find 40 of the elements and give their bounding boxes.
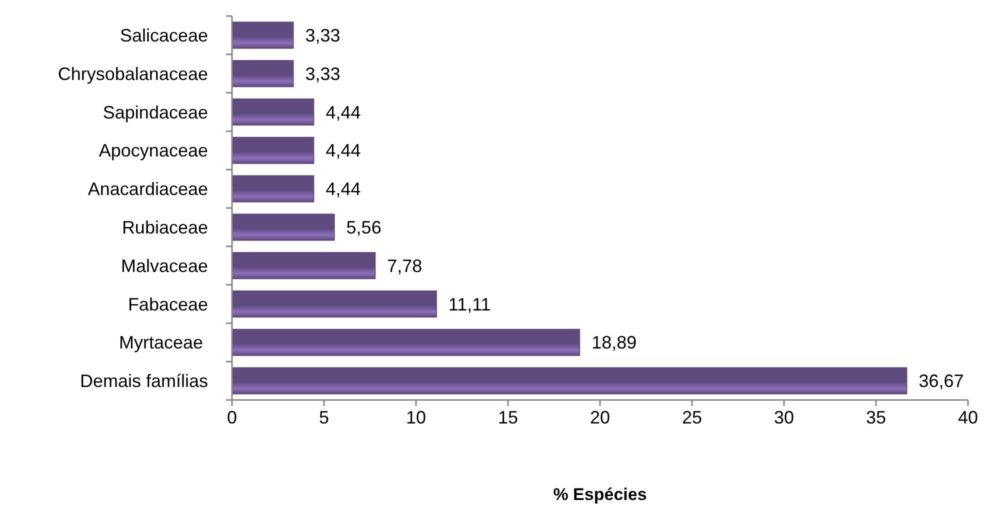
bar <box>232 252 376 280</box>
data-label: 7,78 <box>387 256 422 276</box>
bar <box>232 214 335 241</box>
bar <box>232 60 294 88</box>
x-tick-label: 30 <box>774 407 794 428</box>
bar <box>232 328 580 356</box>
y-tick-label: Chrysobalanaceae <box>58 64 208 84</box>
bar <box>232 290 437 318</box>
y-tick-label: Rubiaceae <box>122 218 208 238</box>
y-tick-label: Apocynaceae <box>98 140 208 161</box>
bar <box>232 22 294 49</box>
y-tick-label: Demais famílias <box>80 371 208 392</box>
y-tick-label: Myrtaceae <box>118 332 208 353</box>
bar <box>232 136 314 164</box>
bar <box>232 98 314 126</box>
data-label: 3,33 <box>305 64 340 84</box>
data-label: 36,67 <box>918 371 964 392</box>
x-tick-label: 20 <box>590 407 610 428</box>
y-tick-label: Salicaceae <box>120 26 208 46</box>
x-tick-label: 15 <box>498 407 518 428</box>
data-label: 3,33 <box>305 26 340 46</box>
y-tick-label: Sapindaceae <box>102 102 208 122</box>
data-label: 11,11 <box>448 294 491 314</box>
y-tick-label: Malvaceae <box>120 256 208 276</box>
x-axis-title: % Espécies <box>553 484 647 504</box>
data-label: 18,89 <box>592 332 637 353</box>
x-tick-label: 10 <box>406 407 426 428</box>
data-label: 5,56 <box>346 218 382 238</box>
bar <box>232 175 314 202</box>
x-tick-label: 40 <box>958 407 978 428</box>
x-tick-label: 0 <box>226 407 238 428</box>
x-tick-label: 35 <box>866 407 886 428</box>
y-tick-label: Anacardiaceae <box>88 179 208 200</box>
y-tick-label: Fabaceae <box>128 294 208 314</box>
x-tick-label: 25 <box>682 407 702 428</box>
x-tick-label: 5 <box>318 407 330 428</box>
bar <box>232 367 908 394</box>
data-label: 4,44 <box>326 179 361 200</box>
data-label: 4,44 <box>326 102 361 122</box>
data-label: 4,44 <box>326 140 361 161</box>
